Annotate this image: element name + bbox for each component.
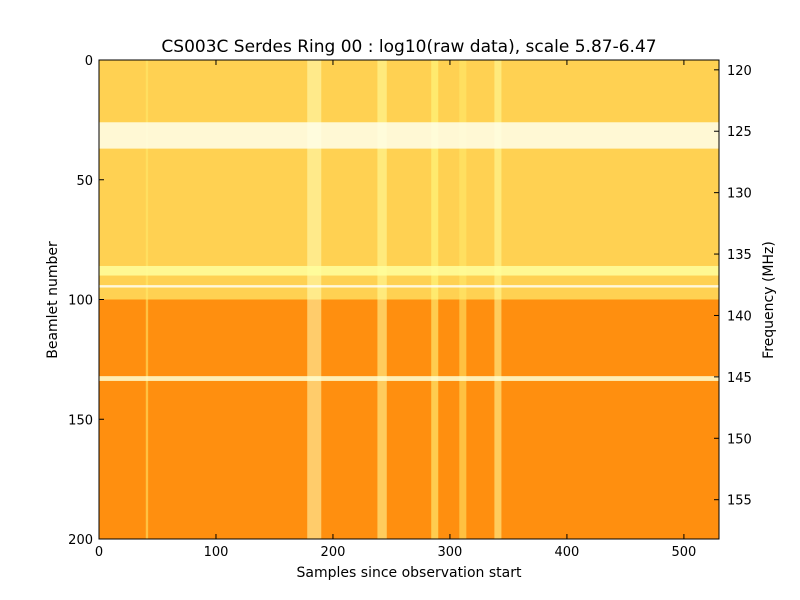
heat-band-2: [99, 285, 719, 288]
x-tick-label: 200: [321, 545, 346, 560]
y-tick-label: 50: [76, 174, 93, 189]
heat-column-3: [431, 60, 439, 539]
heat-region-1: [99, 299, 719, 539]
x-tick-label: 0: [95, 545, 103, 560]
x-tick-label: 300: [438, 545, 463, 560]
heat-band-3: [99, 376, 719, 381]
y-tick-label: 200: [68, 533, 93, 548]
y-tick-label: 150: [68, 413, 93, 428]
heat-column-2: [377, 60, 387, 539]
heat-band-0: [99, 122, 719, 149]
x-axis-label: Samples since observation start: [297, 565, 522, 581]
heatmap-image: [99, 60, 719, 539]
y-axis-label: Beamlet number: [45, 241, 61, 359]
x-tick-label: 100: [204, 545, 229, 560]
heat-column-1: [307, 60, 322, 539]
y2-tick-label: 145: [727, 371, 752, 386]
y2-tick-label: 130: [727, 187, 752, 202]
y2-axis-ticks: 120 125 130 135 140 145 150 155: [714, 64, 752, 509]
heat-region-0: [99, 60, 719, 300]
y-tick-label: 100: [68, 294, 93, 309]
y2-tick-label: 155: [727, 494, 752, 509]
x-tick-label: 500: [671, 545, 696, 560]
y2-tick-label: 140: [727, 309, 752, 324]
x-axis-ticks: 0 100 200 300 400 500: [95, 60, 696, 560]
y2-tick-label: 135: [727, 248, 752, 263]
y-axis-ticks: 0 50 100 150 200: [68, 54, 104, 548]
heat-column-5: [494, 60, 502, 539]
x-tick-label: 400: [555, 545, 580, 560]
y2-tick-label: 125: [727, 125, 752, 140]
y2-axis-label: Frequency (MHz): [761, 241, 777, 359]
y-tick-label: 0: [85, 54, 93, 69]
y2-tick-label: 150: [727, 432, 752, 447]
chart-title: CS003C Serdes Ring 00 : log10(raw data),…: [161, 37, 656, 57]
heat-band-1: [99, 265, 719, 276]
y2-tick-label: 120: [727, 64, 752, 79]
heat-column-0: [145, 60, 149, 539]
heat-column-4: [459, 60, 467, 539]
